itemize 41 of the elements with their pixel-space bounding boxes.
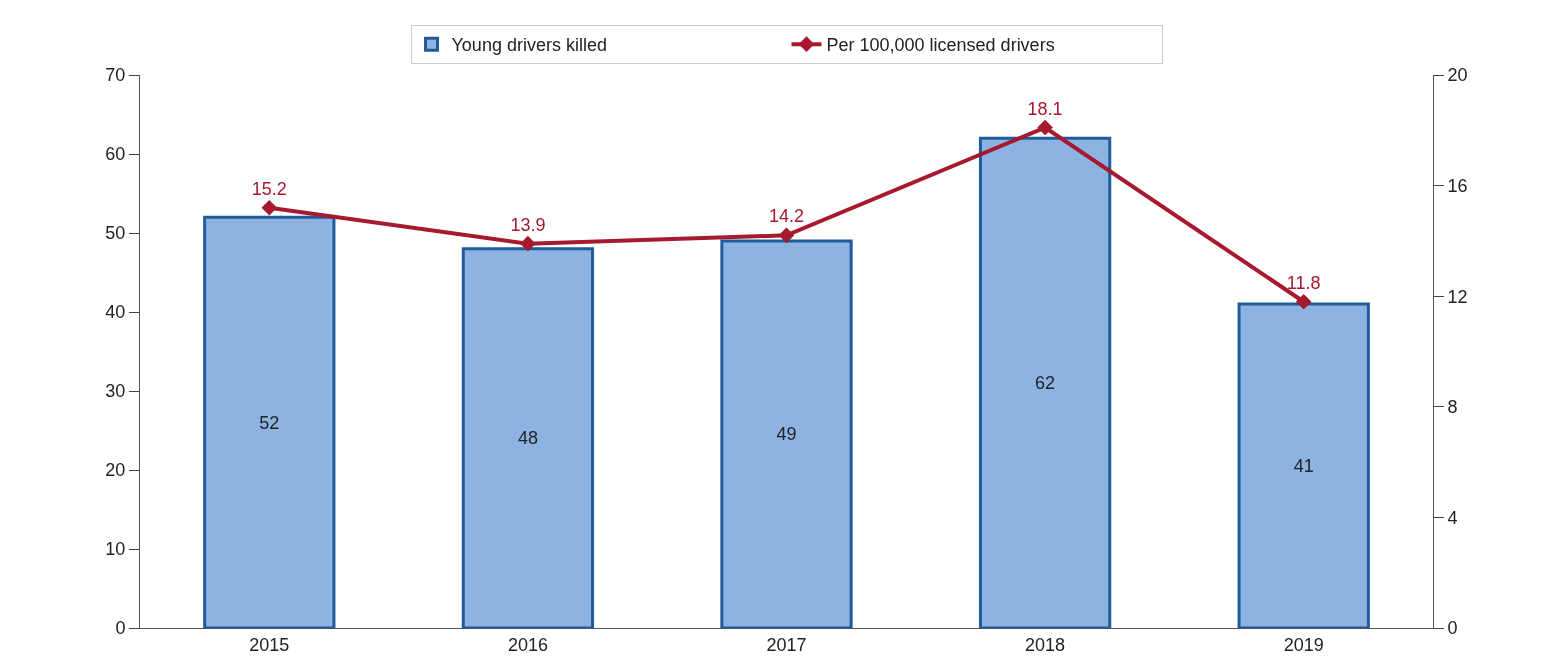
y2-tick-label: 8 [1447,397,1458,418]
point [778,227,795,244]
y2-tick-label: 16 [1447,175,1468,196]
x-tick-label: 2019 [1283,634,1324,655]
bar [1237,302,1370,628]
bar [720,239,853,628]
data-label: 13.9 [510,214,546,235]
data-label: 15.2 [251,178,287,199]
y-tick-label: 30 [105,381,126,402]
x-tick-label: 2018 [1025,634,1066,655]
x-tick-label: 2016 [507,634,548,655]
data-label: 11.8 [1286,272,1321,293]
data-label: 14.2 [768,206,805,227]
x-tick-label: 2017 [766,634,807,655]
bar [461,247,595,628]
y-tick-label: 40 [105,302,126,323]
y-tick-label: 10 [105,539,126,560]
data-label: 41 [1293,456,1314,477]
data-label: 52 [259,412,280,433]
legend-label: Per 100,000 licensed drivers [826,35,1055,56]
legend-label: Young drivers killed [451,35,607,56]
y-tick-label: 20 [105,460,126,481]
y2-tick-label: 0 [1447,618,1458,639]
data-label: 62 [1035,373,1056,394]
x-tick-label: 2015 [249,634,290,655]
y-tick-label: 0 [115,618,126,639]
bar [978,136,1112,628]
data-label: 18.1 [1027,98,1063,119]
y-tick-label: 60 [105,144,126,165]
bar [203,215,336,628]
y-tick-label: 50 [105,223,126,244]
y-tick-label: 70 [105,65,126,86]
data-label: 49 [776,424,797,445]
point [1037,119,1053,136]
point [1295,293,1312,310]
y2-tick-label: 20 [1447,65,1468,86]
data-label: 48 [517,428,538,449]
y2-tick-label: 12 [1447,286,1468,307]
y2-tick-label: 4 [1447,507,1458,528]
point [261,199,278,216]
point [520,235,536,252]
